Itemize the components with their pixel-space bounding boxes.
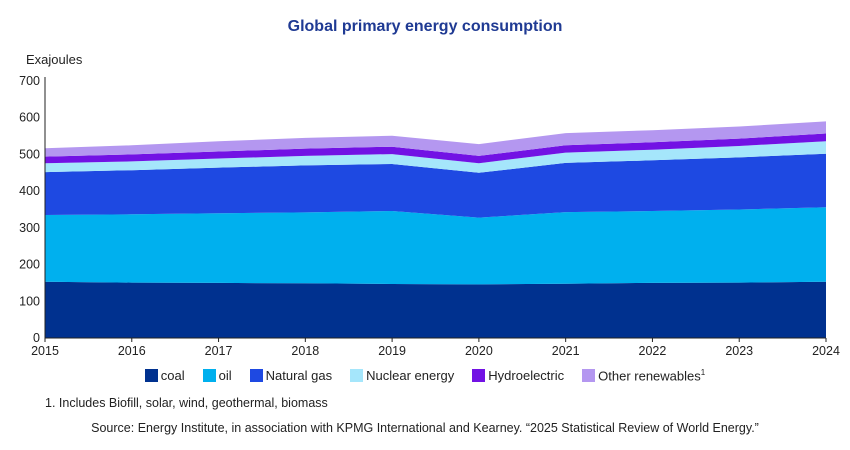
area-series-natural-gas <box>45 153 826 218</box>
area-series-other-renewables <box>45 121 826 157</box>
y-tick-label: 700 <box>19 74 40 88</box>
legend-swatch-nuclear-energy <box>350 369 364 383</box>
x-tick-label: 2015 <box>31 344 59 358</box>
x-tick-label: 2017 <box>205 344 233 358</box>
legend-swatch-other-renewables <box>582 369 596 383</box>
legend-item-hydroelectric: Hydroelectric <box>472 368 564 383</box>
y-tick-label: 200 <box>19 258 40 272</box>
x-tick-label: 2021 <box>552 344 580 358</box>
legend-swatch-hydroelectric <box>472 369 486 383</box>
legend-swatch-natural-gas <box>249 369 263 383</box>
x-tick-label: 2024 <box>812 344 840 358</box>
x-tick-label: 2019 <box>378 344 406 358</box>
area-series-nuclear-energy <box>45 141 826 173</box>
y-tick-label: 100 <box>19 294 40 308</box>
y-axis-unit-label: Exajoules <box>26 52 83 67</box>
footnote: 1. Includes Biofill, solar, wind, geothe… <box>45 396 328 410</box>
y-tick-label: 300 <box>19 221 40 235</box>
legend-item-oil: oil <box>202 368 232 384</box>
y-tick-label: 500 <box>19 147 40 161</box>
y-tick-label: 400 <box>19 184 40 198</box>
x-tick-label: 2018 <box>291 344 319 358</box>
legend-item-natural-gas: Natural gas <box>249 368 333 384</box>
y-tick-label: 0 <box>33 331 40 345</box>
x-tick-label: 2016 <box>118 344 146 358</box>
legend-label-nuclear-energy: Nuclear energy <box>366 368 455 384</box>
legend-swatch-coal <box>144 369 158 383</box>
x-tick-label: 2020 <box>465 344 493 358</box>
chart-legend: coal oil Natural gas Nuclear energy Hydr… <box>0 368 850 383</box>
legend-label-coal: coal <box>160 368 185 384</box>
x-tick-label: 2022 <box>639 344 667 358</box>
legend-label-other-renewables: Other renewables1 <box>598 368 706 384</box>
legend-label-oil: oil <box>218 368 232 384</box>
area-series-hydroelectric <box>45 133 826 164</box>
legend-label-natural-gas: Natural gas <box>265 368 333 384</box>
legend-label-hydroelectric: Hydroelectric <box>488 368 565 384</box>
area-series-coal <box>45 281 826 338</box>
area-series-oil <box>45 207 826 285</box>
x-tick-label: 2023 <box>725 344 753 358</box>
chart-title: Global primary energy consumption <box>287 18 563 35</box>
legend-item-coal: coal <box>144 368 185 384</box>
source-note: Source: Energy Institute, in association… <box>91 421 759 435</box>
legend-item-nuclear-energy: Nuclear energy <box>350 368 454 383</box>
y-tick-label: 600 <box>19 111 40 125</box>
legend-swatch-oil <box>202 369 216 383</box>
legend-item-other-renewables: Other renewables1 <box>582 368 705 383</box>
